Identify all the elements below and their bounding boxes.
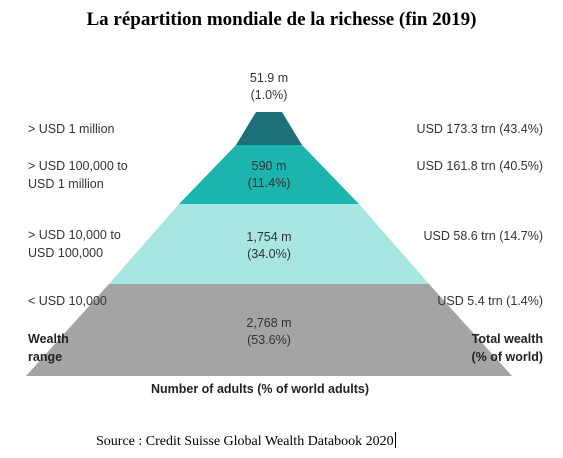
range-label-tier-2-line2: USD 1 million	[28, 177, 104, 191]
tier-1-adults-count: 51.9 m	[249, 71, 289, 85]
tier-2-adults: 590 m (11.4%)	[199, 158, 339, 192]
total-wealth-header-line1: Total wealth	[471, 332, 543, 346]
pyramid-tier-3	[109, 204, 429, 284]
wealth-label-tier-3: USD 58.6 trn (14.7%)	[423, 229, 544, 243]
pyramid-tier-1	[236, 112, 302, 145]
wealth-label-tier-1: USD 173.3 trn (43.4%)	[416, 122, 543, 136]
text-cursor	[394, 432, 396, 448]
tier-1-adults: 51.9 m (1.0%)	[199, 70, 339, 104]
range-label-tier-3-line2: USD 100,000	[28, 246, 104, 260]
total-wealth-header: Total wealth (% of world)	[471, 330, 543, 366]
range-label-tier-1: > USD 1 million	[28, 122, 115, 136]
pyramid-tier-2	[179, 145, 359, 204]
total-wealth-header-line2: (% of world)	[471, 350, 543, 364]
page-title: La répartition mondiale de la richesse (…	[86, 9, 477, 30]
tier-3-adults: 1,754 m (34.0%)	[199, 229, 339, 263]
range-label-tier-3-line1: > USD 10,000 to	[28, 228, 121, 242]
tier-2-adults-count: 590 m	[251, 159, 287, 173]
pyramid-tier-4	[26, 284, 512, 376]
tier-1-adults-share: (1.0%)	[250, 88, 288, 102]
tier-2-adults-share: (11.4%)	[247, 176, 291, 190]
range-label-tier-2: > USD 100,000 to USD 1 million	[28, 157, 128, 193]
tier-4-adults-count: 2,768 m	[246, 316, 292, 330]
axis-title: Number of adults (% of world adults)	[150, 382, 370, 396]
wealth-label-tier-2: USD 161.8 trn (40.5%)	[416, 159, 543, 173]
wealth-range-header-line1: Wealth	[28, 332, 69, 346]
range-label-tier-2-line1: > USD 100,000 to	[28, 159, 128, 173]
wealth-range-header: Wealth range	[28, 330, 69, 366]
wealth-label-tier-4: USD 5.4 trn (1.4%)	[437, 294, 543, 308]
source-text: Source : Credit Suisse Global Wealth Dat…	[96, 434, 394, 449]
wealth-range-header-line2: range	[28, 350, 63, 364]
range-label-tier-4: < USD 10,000	[28, 294, 107, 308]
tier-4-adults-share: (53.6%)	[247, 333, 291, 347]
tier-4-adults: 2,768 m (53.6%)	[199, 315, 339, 349]
tier-3-adults-share: (34.0%)	[247, 247, 291, 261]
range-label-tier-3: > USD 10,000 to USD 100,000	[28, 226, 121, 262]
source-note: Source : Credit Suisse Global Wealth Dat…	[96, 432, 396, 450]
tier-3-adults-count: 1,754 m	[246, 230, 292, 244]
